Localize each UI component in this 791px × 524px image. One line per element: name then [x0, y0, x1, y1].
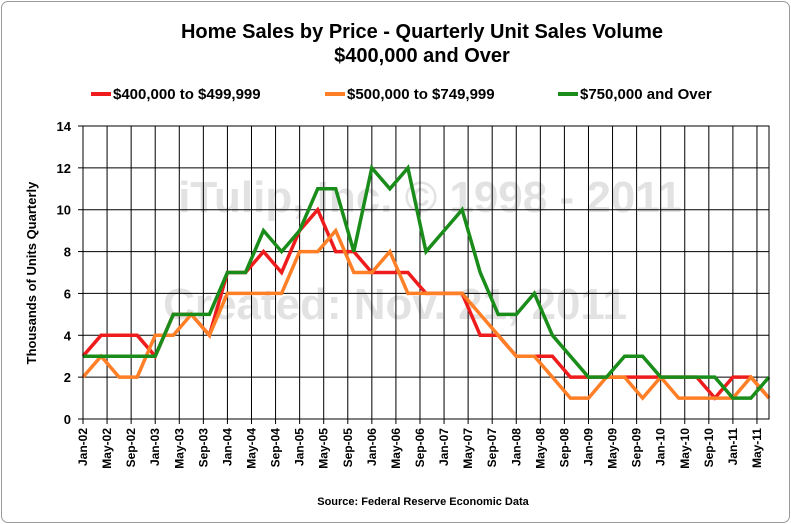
x-tick-label: May-02 — [100, 428, 114, 469]
x-tick-label: May-07 — [461, 428, 475, 469]
series-line-2 — [81, 227, 771, 401]
x-tick-label: May-08 — [533, 428, 547, 469]
x-tick-label: Sep-05 — [341, 428, 355, 468]
x-tick-label: Sep-08 — [557, 428, 571, 468]
y-tick-label: 2 — [64, 370, 71, 385]
legend-label-750k: $750,000 and Over — [580, 86, 712, 103]
x-tick-label: Jan-10 — [654, 428, 668, 466]
x-tick-label: Sep-06 — [413, 428, 427, 468]
legend-label-500k: $500,000 to $749,999 — [347, 86, 495, 103]
y-tick-label: 14 — [57, 119, 72, 134]
legend: $400,000 to $499,999 $500,000 to $749,99… — [91, 86, 712, 103]
y-tick-label: 0 — [64, 412, 71, 427]
x-tick-label: Jan-04 — [220, 428, 234, 466]
series-lines — [81, 164, 771, 401]
y-axis-label: Thousands of Units Quarterly — [24, 181, 39, 365]
x-tick-label: Sep-09 — [630, 428, 644, 468]
y-tick-label: 6 — [64, 286, 71, 301]
y-tick-label: 10 — [57, 203, 71, 218]
y-tick-label: 4 — [64, 328, 72, 343]
x-tick-label: Sep-10 — [702, 428, 716, 468]
y-tick-label: 12 — [57, 161, 71, 176]
legend-label-400k: $400,000 to $499,999 — [113, 86, 261, 103]
y-tick-label: 8 — [64, 245, 71, 260]
series-line-3 — [83, 164, 771, 400]
watermark-line-1: iTulip, Inc. © 1998 - 2011 — [178, 173, 682, 222]
x-tick-label: May-09 — [606, 428, 620, 469]
x-tick-label: Sep-07 — [485, 428, 499, 468]
x-tick-label: Jan-05 — [293, 428, 307, 466]
source-note: Source: Federal Reserve Economic Data — [317, 496, 529, 508]
x-tick-label: Sep-04 — [269, 428, 283, 468]
plot-area-border — [82, 125, 770, 420]
chart-title-line-2: $400,000 and Over — [334, 45, 510, 67]
x-tick-label: Jan-06 — [365, 428, 379, 466]
watermark-line-2: Created: Nov. 21, 2011 — [163, 280, 627, 329]
x-tick-label: Jan-07 — [437, 428, 451, 466]
x-tick-label: May-06 — [389, 428, 403, 469]
chart-title-line-1: Home Sales by Price - Quarterly Unit Sal… — [181, 21, 663, 43]
grid — [83, 125, 769, 419]
x-tick-label: Sep-02 — [124, 428, 138, 468]
x-tick-label: May-05 — [317, 428, 331, 469]
x-tick-label: Sep-03 — [196, 428, 210, 468]
x-tick-label: Jan-03 — [148, 428, 162, 466]
x-tick-label: May-04 — [244, 428, 258, 469]
x-tick-label: May-03 — [172, 428, 186, 469]
x-tick-label: Jan-09 — [581, 428, 595, 466]
x-tick-label: May-11 — [750, 428, 764, 468]
axes: 0 2 4 6 8 10 12 14 Jan-02 May-02 Sep-02 Jan-03 May-0… — [57, 119, 770, 469]
x-tick-label: Jan-08 — [509, 428, 523, 466]
x-tick-label: Jan-02 — [76, 428, 90, 466]
x-tick-label: May-10 — [678, 428, 692, 469]
watermark: iTulip, Inc. © 1998 - 2011 Created: Nov.… — [163, 173, 682, 329]
x-tick-label: Jan-11 — [726, 428, 740, 466]
